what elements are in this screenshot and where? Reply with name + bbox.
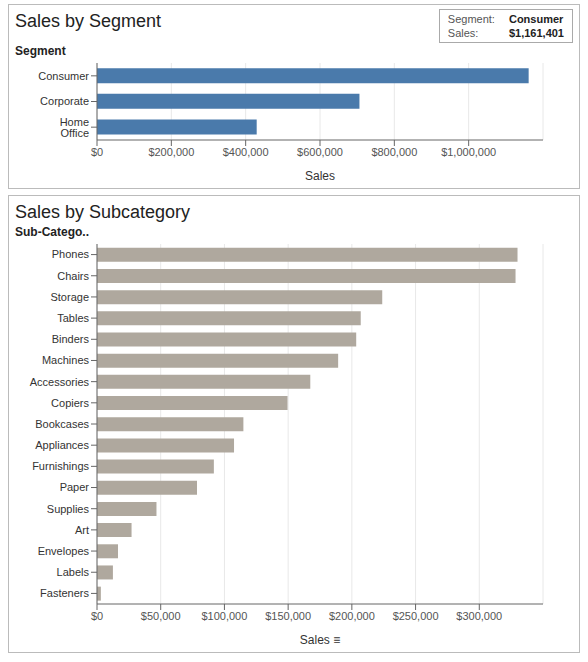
html-text:Sales by Segment: Sales by Segment bbox=[15, 11, 162, 31]
html-text:Consumer: Consumer bbox=[508, 13, 564, 25]
svg-text:$0: $0 bbox=[91, 146, 103, 158]
svg-text:$300,000: $300,000 bbox=[456, 610, 502, 622]
svg-text:$800,000: $800,000 bbox=[371, 146, 417, 158]
svg-text:Sales: Sales bbox=[305, 169, 335, 183]
svg-text:Supplies: Supplies bbox=[47, 503, 90, 515]
svg-text:$600,000: $600,000 bbox=[297, 146, 343, 158]
svg-text:Binders: Binders bbox=[52, 333, 90, 345]
svg-text:Machines: Machines bbox=[42, 354, 90, 366]
html-text:$1,161,401: $1,161,401 bbox=[508, 27, 564, 39]
svg-text:$50,000: $50,000 bbox=[141, 610, 181, 622]
html-text:Segment:: Segment: bbox=[447, 13, 495, 25]
svg-text:Paper: Paper bbox=[60, 481, 90, 493]
svg-text:Sales ≡: Sales ≡ bbox=[300, 633, 340, 647]
svg-text:Envelopes: Envelopes bbox=[38, 545, 90, 557]
html-text:Sales by Subcategory: Sales by Subcategory bbox=[15, 202, 191, 222]
svg-text:$250,000: $250,000 bbox=[393, 610, 439, 622]
svg-text:Labels: Labels bbox=[57, 566, 90, 578]
svg-text:Storage: Storage bbox=[50, 291, 89, 303]
svg-text:Copiers: Copiers bbox=[51, 397, 89, 409]
svg-text:Art: Art bbox=[75, 524, 89, 536]
svg-text:Corporate: Corporate bbox=[40, 95, 89, 107]
html-text:Segment: Segment bbox=[15, 44, 66, 58]
svg-text:$150,000: $150,000 bbox=[265, 610, 311, 622]
svg-text:$400,000: $400,000 bbox=[223, 146, 269, 158]
svg-text:$200,000: $200,000 bbox=[148, 146, 194, 158]
svg-text:Accessories: Accessories bbox=[30, 376, 90, 388]
svg-text:HomeOffice: HomeOffice bbox=[60, 116, 89, 139]
svg-text:Tables: Tables bbox=[57, 312, 89, 324]
svg-text:Chairs: Chairs bbox=[57, 270, 89, 282]
svg-text:Consumer: Consumer bbox=[38, 70, 89, 82]
svg-text:Furnishings: Furnishings bbox=[32, 460, 89, 472]
svg-text:$1,000,000: $1,000,000 bbox=[441, 146, 496, 158]
svg-text:Phones: Phones bbox=[52, 248, 90, 260]
html-text:Sales:: Sales: bbox=[447, 27, 479, 39]
svg-text:Fasteners: Fasteners bbox=[40, 587, 89, 599]
svg-text:Appliances: Appliances bbox=[35, 439, 89, 451]
html-text:Sub-Catego..: Sub-Catego.. bbox=[15, 225, 89, 239]
svg-text:$0: $0 bbox=[91, 610, 103, 622]
svg-text:$100,000: $100,000 bbox=[201, 610, 247, 622]
svg-text:Bookcases: Bookcases bbox=[35, 418, 89, 430]
svg-text:$200,000: $200,000 bbox=[329, 610, 375, 622]
